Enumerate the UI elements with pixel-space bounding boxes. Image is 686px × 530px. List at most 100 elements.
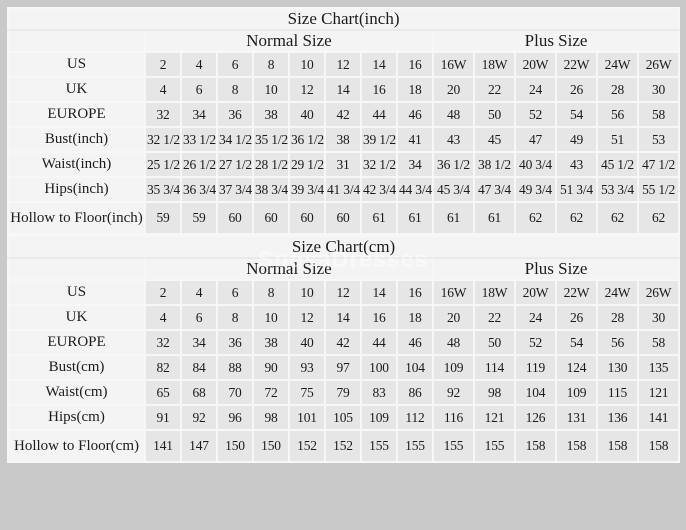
size-cell: 16 <box>396 279 434 306</box>
size-cell: 58 <box>636 101 681 128</box>
size-cell: 121 <box>473 404 516 431</box>
size-cell: 101 <box>288 404 326 431</box>
size-cell: 50 <box>473 101 516 128</box>
size-cell: 22 <box>473 304 516 331</box>
size-cell: 150 <box>252 429 290 463</box>
group-header-row: Normal Size Plus Size <box>7 29 681 53</box>
size-cell: 6 <box>216 51 254 78</box>
size-cell: 20W <box>514 279 557 306</box>
size-cell: 131 <box>555 404 598 431</box>
table-row: UK 4 6 8 10 12 14 16 18 20 22 24 26 28 30 <box>7 76 681 103</box>
size-cell: 60 <box>288 201 326 235</box>
size-cell: 47 <box>514 126 557 153</box>
size-cell: 14 <box>360 279 398 306</box>
size-cell: 44 3/4 <box>396 176 434 203</box>
size-cell: 55 1/2 <box>636 176 681 203</box>
row-label: Waist(cm) <box>7 379 146 406</box>
size-cell: 44 <box>360 329 398 356</box>
size-cell: 46 <box>396 101 434 128</box>
table-row: Bust(inch) 32 1/2 33 1/2 34 1/2 35 1/2 36 1/2… <box>7 126 681 153</box>
size-cell: 92 <box>180 404 218 431</box>
size-cell: 68 <box>180 379 218 406</box>
size-cell: 79 <box>324 379 362 406</box>
size-cell: 31 <box>324 151 362 178</box>
row-label: Hollow to Floor(inch) <box>7 201 146 235</box>
size-cell: 54 <box>555 329 598 356</box>
size-cell: 41 3/4 <box>324 176 362 203</box>
size-cell: 44 <box>360 101 398 128</box>
size-cell: 38 <box>252 329 290 356</box>
size-cell: 38 <box>252 101 290 128</box>
size-cell: 36 <box>216 329 254 356</box>
size-cell: 61 <box>360 201 398 235</box>
size-cell: 18 <box>396 76 434 103</box>
size-cell: 34 <box>396 151 434 178</box>
size-chart-inch-body: Size Chart(inch) Normal Size Plus Size US 2 4… <box>6 7 681 235</box>
size-cell: 8 <box>252 279 290 306</box>
size-cell: 155 <box>473 429 516 463</box>
size-cell: 38 3/4 <box>252 176 290 203</box>
size-cell: 72 <box>252 379 290 406</box>
size-cell: 28 <box>596 76 639 103</box>
size-cell: 158 <box>514 429 557 463</box>
size-cell: 10 <box>288 51 326 78</box>
size-cell: 93 <box>288 354 326 381</box>
row-label: Waist(inch) <box>7 151 146 178</box>
size-cell: 16W <box>432 279 475 306</box>
size-cell: 18W <box>473 279 516 306</box>
size-cell: 49 3/4 <box>514 176 557 203</box>
size-cell: 51 3/4 <box>555 176 598 203</box>
size-cell: 6 <box>180 304 218 331</box>
row-label: UK <box>7 76 146 103</box>
size-cell: 12 <box>288 76 326 103</box>
size-cell: 46 <box>396 329 434 356</box>
size-cell: 158 <box>596 429 639 463</box>
size-cell: 60 <box>252 201 290 235</box>
size-cell: 61 <box>396 201 434 235</box>
size-cell: 109 <box>360 404 398 431</box>
size-cell: 20 <box>432 76 475 103</box>
size-cell: 56 <box>596 101 639 128</box>
size-cell: 114 <box>473 354 516 381</box>
size-cell: 12 <box>324 279 362 306</box>
size-cell: 41 <box>396 126 434 153</box>
size-cell: 152 <box>324 429 362 463</box>
row-label: Bust(inch) <box>7 126 146 153</box>
row-label: EUROPE <box>7 101 146 128</box>
table-row: Hips(cm) 91 92 96 98 101 105 109 112 116 121 126 131… <box>7 404 681 431</box>
size-cell: 60 <box>324 201 362 235</box>
size-cell: 48 <box>432 101 475 128</box>
size-cell: 98 <box>473 379 516 406</box>
size-cell: 100 <box>360 354 398 381</box>
size-cell: 52 <box>514 329 557 356</box>
table-title-row: Size Chart(cm) <box>6 235 681 259</box>
size-cell: 22W <box>555 51 598 78</box>
size-cell: 60 <box>216 201 254 235</box>
size-cell: 75 <box>288 379 326 406</box>
size-cell: 135 <box>636 354 681 381</box>
size-cell: 24W <box>596 279 639 306</box>
size-cell: 38 <box>324 126 362 153</box>
size-cell: 20 <box>432 304 475 331</box>
size-cell: 62 <box>514 201 557 235</box>
table-row: US 2 4 6 8 10 12 14 16 16W 18W 20W 22W 24W 26W <box>7 51 681 78</box>
size-cell: 97 <box>324 354 362 381</box>
size-cell: 126 <box>514 404 557 431</box>
size-cell: 4 <box>144 76 182 103</box>
row-label: Hips(inch) <box>7 176 146 203</box>
size-cell: 62 <box>555 201 598 235</box>
size-cell: 141 <box>636 404 681 431</box>
size-cell: 10 <box>252 304 290 331</box>
size-cell: 34 <box>180 329 218 356</box>
size-cell: 70 <box>216 379 254 406</box>
corner-cell <box>7 257 146 281</box>
size-cell: 25 1/2 <box>144 151 182 178</box>
row-label: EUROPE <box>7 329 146 356</box>
size-cell: 48 <box>432 329 475 356</box>
size-cell: 130 <box>596 354 639 381</box>
table-row: US 2 4 6 8 10 12 14 16 16W 18W 20W 22W 24W 26W <box>7 279 681 306</box>
size-cell: 18 <box>396 304 434 331</box>
size-cell: 6 <box>180 76 218 103</box>
size-cell: 158 <box>636 429 681 463</box>
corner-cell <box>7 29 146 53</box>
